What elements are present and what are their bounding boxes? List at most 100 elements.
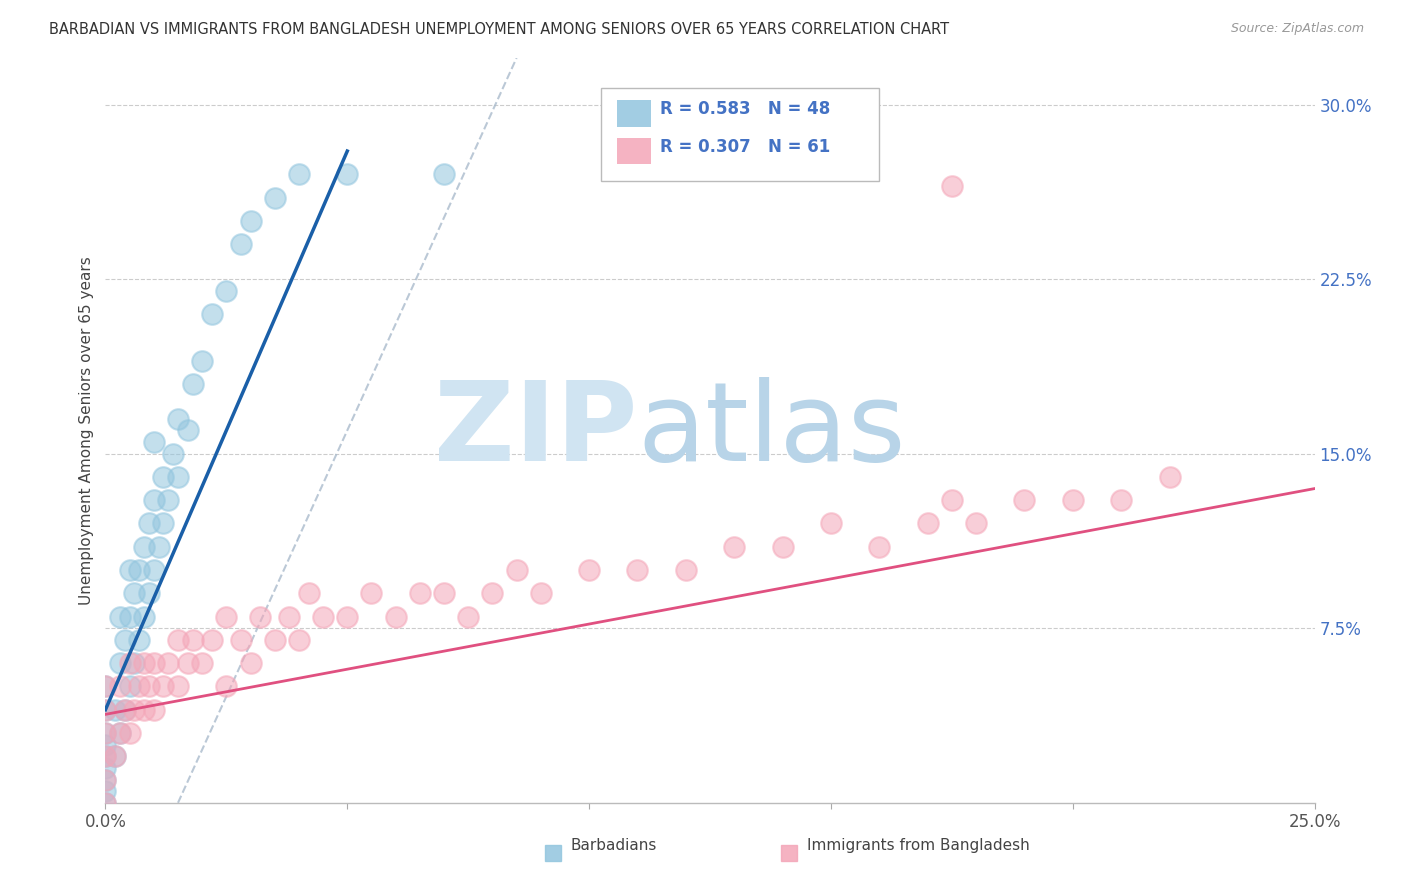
Point [148, 540, 170, 554]
Text: R = 0.583   N = 48: R = 0.583 N = 48 [661, 101, 831, 119]
Text: Source: ZipAtlas.com: Source: ZipAtlas.com [1230, 22, 1364, 36]
Point [94, 680, 117, 694]
Point [820, 516, 842, 531]
Point [108, 656, 131, 670]
Point [94, 761, 117, 775]
Point [433, 586, 456, 600]
Point [108, 726, 131, 740]
Point [191, 353, 214, 368]
Point [723, 540, 745, 554]
Point [772, 540, 794, 554]
Point [114, 632, 136, 647]
Text: R = 0.307   N = 61: R = 0.307 N = 61 [661, 137, 831, 156]
Point [917, 516, 939, 531]
Point [868, 540, 890, 554]
Point [457, 609, 479, 624]
Point [152, 680, 174, 694]
Point [142, 656, 165, 670]
Point [181, 376, 204, 391]
Point [118, 680, 141, 694]
Point [94, 749, 117, 764]
Point [94, 738, 117, 752]
Point [215, 609, 238, 624]
Point [288, 632, 311, 647]
Point [114, 703, 136, 717]
Point [104, 703, 127, 717]
Point [965, 516, 987, 531]
Point [118, 656, 141, 670]
Point [1159, 470, 1181, 484]
Point [215, 680, 238, 694]
Point [336, 167, 359, 181]
Point [134, 609, 156, 624]
Point [142, 563, 165, 577]
Point [128, 563, 150, 577]
Point [312, 609, 335, 624]
Point [94, 796, 117, 810]
Point [263, 632, 285, 647]
Point [409, 586, 432, 600]
Point [124, 586, 146, 600]
Point [336, 609, 359, 624]
Point [94, 703, 117, 717]
Point [626, 563, 648, 577]
Point [94, 772, 117, 787]
Point [167, 680, 190, 694]
Point [297, 586, 319, 600]
Point [675, 563, 697, 577]
Text: ZIP: ZIP [434, 377, 637, 483]
Point [138, 516, 160, 531]
Point [128, 680, 150, 694]
Point [118, 726, 141, 740]
Point [94, 726, 117, 740]
Point [134, 540, 156, 554]
Point [94, 772, 117, 787]
Point [157, 656, 180, 670]
Point [1014, 493, 1036, 508]
Point [152, 516, 174, 531]
Point [176, 423, 198, 437]
Point [249, 609, 271, 624]
Point [124, 703, 146, 717]
Point [94, 726, 117, 740]
Point [124, 656, 146, 670]
Point [176, 656, 198, 670]
FancyBboxPatch shape [617, 101, 651, 128]
Point [941, 179, 963, 194]
Point [941, 493, 963, 508]
Point [94, 796, 117, 810]
Point [578, 563, 600, 577]
Point [1109, 493, 1132, 508]
Point [229, 237, 252, 252]
Point [118, 563, 141, 577]
Point [229, 632, 252, 647]
Point [118, 609, 141, 624]
Point [128, 632, 150, 647]
Point [167, 632, 190, 647]
Point [114, 703, 136, 717]
Point [104, 749, 127, 764]
Point [481, 586, 503, 600]
Point [239, 656, 262, 670]
Point [142, 703, 165, 717]
Point [157, 493, 180, 508]
Point [94, 784, 117, 798]
Text: atlas: atlas [637, 377, 905, 483]
Point [134, 656, 156, 670]
Point [278, 609, 301, 624]
Y-axis label: Unemployment Among Seniors over 65 years: Unemployment Among Seniors over 65 years [79, 256, 94, 605]
Point [108, 726, 131, 740]
Point [138, 586, 160, 600]
Point [239, 214, 262, 228]
Point [288, 167, 311, 181]
Point [360, 586, 382, 600]
Point [384, 609, 406, 624]
Point [181, 632, 204, 647]
Point [167, 470, 190, 484]
Point [215, 284, 238, 298]
Point [94, 749, 117, 764]
FancyBboxPatch shape [617, 137, 651, 164]
Point [162, 447, 184, 461]
Point [1062, 493, 1084, 508]
FancyBboxPatch shape [602, 87, 879, 181]
